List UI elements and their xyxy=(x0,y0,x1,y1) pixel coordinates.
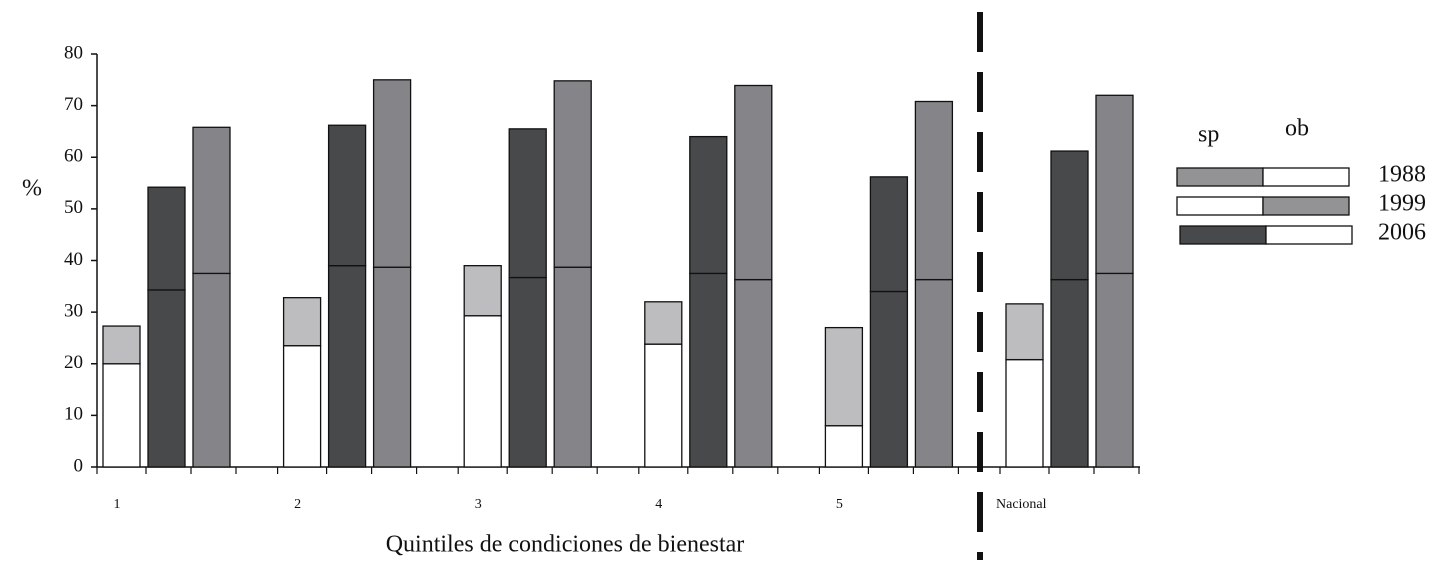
bar-segment-sp xyxy=(372,266,412,468)
bar-segment-sp xyxy=(1095,272,1134,468)
y-tick-label: 80 xyxy=(64,42,83,63)
bar-segment-ob xyxy=(327,124,367,267)
y-tick-label: 40 xyxy=(64,249,83,270)
bar-segment-sp xyxy=(192,272,231,468)
bar-segment-sp xyxy=(102,363,141,468)
bar-segment-sp xyxy=(914,278,954,468)
legend-swatch-ob xyxy=(1262,196,1350,216)
y-axis-label: % xyxy=(22,176,42,202)
y-tick-label: 70 xyxy=(64,94,83,115)
legend-column: ob xyxy=(1285,116,1309,142)
legend-label: 2006 xyxy=(1378,220,1426,246)
y-tick-label: 50 xyxy=(64,197,83,218)
y-tick-label: 10 xyxy=(64,404,83,425)
bar-segment-ob xyxy=(463,265,502,317)
bar-segment-ob xyxy=(734,84,773,281)
y-tick-label: 30 xyxy=(64,300,83,321)
bar-segment-ob xyxy=(508,128,547,279)
x-tick-label: 3 xyxy=(475,497,482,512)
bar-segment-ob xyxy=(282,297,322,347)
bar-segment-ob xyxy=(1005,303,1044,361)
bar-segment-sp xyxy=(644,343,683,468)
bar-segment-ob xyxy=(914,100,954,281)
bar-segment-sp xyxy=(463,315,502,468)
bar-segment-ob xyxy=(1095,94,1134,275)
x-tick-label: Nacional xyxy=(996,497,1047,512)
legend-column: sp xyxy=(1198,122,1219,148)
bar-segment-sp xyxy=(1050,278,1089,468)
y-tick-label: 0 xyxy=(74,455,84,476)
bar-segment-ob xyxy=(644,301,683,345)
bar-segment-ob xyxy=(147,186,186,291)
legend-label: 1988 xyxy=(1378,162,1426,188)
bar-segment-ob xyxy=(689,135,728,275)
x-tick-label: 1 xyxy=(114,497,121,512)
bar-segment-sp xyxy=(327,265,367,468)
x-tick-label: 4 xyxy=(655,497,662,512)
bar-segment-ob xyxy=(1050,150,1089,281)
legend-swatch-ob xyxy=(1265,225,1353,245)
bar-segment-ob xyxy=(102,325,141,365)
x-tick-label: 5 xyxy=(836,497,843,512)
legend-swatch-sp xyxy=(1176,196,1264,216)
bar-segment-sp xyxy=(553,266,592,468)
bar-segment-ob xyxy=(824,326,864,427)
bar-segment-sp xyxy=(689,272,728,468)
bar-segment-ob xyxy=(372,79,412,268)
bar-segment-sp xyxy=(869,290,909,468)
y-tick-label: 20 xyxy=(64,352,83,373)
legend-label: 1999 xyxy=(1378,191,1426,217)
bar-segment-sp xyxy=(282,345,322,468)
legend-swatch-ob xyxy=(1262,167,1350,187)
bar-segment-sp xyxy=(147,289,186,468)
bar-segment-sp xyxy=(508,276,547,468)
legend-swatch-sp xyxy=(1176,167,1264,187)
legend-swatch-sp xyxy=(1179,225,1267,245)
bar-segment-ob xyxy=(553,80,592,268)
bar-segment-sp xyxy=(1005,358,1044,468)
bar-segment-sp xyxy=(734,278,773,468)
bar-segment-sp xyxy=(824,425,864,468)
bar-segment-ob xyxy=(869,176,909,293)
x-tick-label: 2 xyxy=(294,497,301,512)
x-axis-label: Quintiles de condiciones de bienestar xyxy=(386,532,745,558)
y-tick-label: 60 xyxy=(64,146,83,167)
bar-segment-ob xyxy=(192,126,231,275)
